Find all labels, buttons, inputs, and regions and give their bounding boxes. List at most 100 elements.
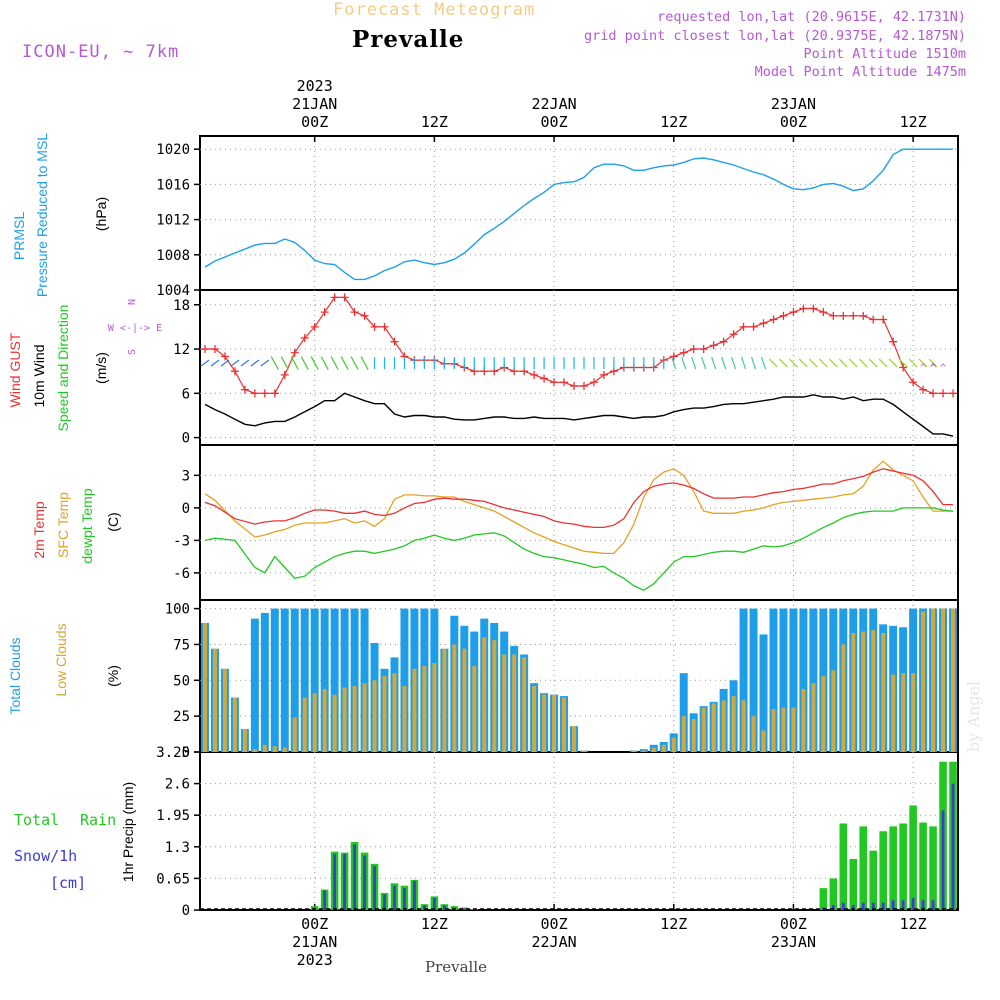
cloud-low-bar — [422, 665, 427, 752]
cloud-low-bar — [232, 697, 237, 752]
gust-marker — [220, 352, 229, 361]
rain-bar — [919, 822, 927, 910]
cloud-low-bar — [202, 622, 207, 752]
wind-unit: (m/s) — [93, 352, 109, 384]
gust-marker — [540, 374, 549, 383]
ytick-label-wind: 18 — [173, 298, 190, 314]
cloud-total-bar — [290, 608, 299, 752]
rain-bar — [839, 823, 848, 910]
clouds-unit: (%) — [105, 665, 121, 687]
gust-marker — [560, 378, 569, 387]
gust-marker — [240, 385, 249, 394]
ytick-label-temp: 0 — [182, 501, 190, 517]
pressure-line — [204, 148, 953, 281]
cloud-total-bar — [799, 608, 808, 752]
temp-unit: (C) — [105, 512, 121, 531]
rain-bar — [929, 826, 937, 910]
gust-marker — [350, 308, 359, 317]
cloud-low-bar — [791, 707, 796, 752]
snow-bar — [871, 902, 875, 910]
wind-arrow — [320, 356, 329, 370]
cloud-low-bar — [781, 707, 786, 752]
wind-arrow — [750, 356, 757, 370]
gust-marker — [340, 293, 349, 302]
bottom-time-label: 00Z — [780, 915, 807, 933]
cloud-total-bar — [270, 608, 279, 752]
cloud-low-bar — [681, 716, 686, 752]
ytick-label-temp: -6 — [173, 566, 190, 582]
gust-marker — [789, 308, 798, 317]
wind-arrow — [280, 356, 289, 370]
ytick-label-precip: 1.3 — [165, 840, 190, 856]
requested-coords: requested lon,lat (20.9615E, 42.1731N) — [657, 9, 966, 25]
snow-bar — [841, 902, 845, 910]
cloud-low-bar — [951, 608, 956, 752]
gust-marker — [939, 389, 948, 398]
cloud-low-bar — [821, 676, 826, 752]
gust-marker — [829, 311, 838, 320]
gust-marker — [719, 337, 728, 346]
gust-marker — [250, 389, 259, 398]
wind-arrow — [789, 358, 798, 368]
rain-bar — [819, 888, 828, 910]
wind-arrow — [888, 358, 898, 368]
clouds-total-label: Total Clouds — [7, 637, 23, 714]
cloud-low-bar — [362, 683, 367, 752]
wind-arrow — [691, 356, 697, 370]
gust-marker — [779, 311, 788, 320]
cloud-low-bar — [282, 747, 287, 752]
gust-marker — [929, 389, 938, 398]
gust-marker — [589, 378, 598, 387]
cloud-low-bar — [392, 673, 397, 752]
gust-marker — [699, 345, 708, 354]
snow-bar — [462, 908, 466, 910]
cloud-low-bar — [901, 673, 906, 752]
cloud-low-bar — [771, 708, 776, 752]
wind-arrow — [808, 358, 818, 368]
wind-arrow — [769, 358, 778, 368]
gust-marker — [550, 378, 559, 387]
top-time-label: 21JAN — [292, 95, 337, 113]
wind-arrow — [908, 358, 918, 368]
cloud-low-bar — [871, 630, 876, 752]
wind-arrow — [300, 356, 309, 370]
gust-marker — [230, 367, 239, 376]
cloud-low-bar — [302, 697, 307, 752]
top-time-label: 23JAN — [771, 95, 816, 113]
chart-title: Forecast Meteogram — [333, 0, 536, 20]
point-altitude: Point Altitude 1510m — [803, 46, 966, 62]
cloud-total-bar — [679, 673, 688, 752]
bottom-time-label: 2023 — [297, 951, 333, 969]
cloud-low-bar — [861, 631, 866, 752]
cloud-low-bar — [891, 674, 896, 752]
cloud-total-bar — [769, 608, 778, 752]
gust-marker — [869, 315, 878, 324]
snow-bar — [851, 905, 855, 910]
ytick-label-precip: 0 — [182, 903, 190, 919]
wind-arrow — [760, 356, 767, 370]
bottom-time-label: 00Z — [541, 915, 568, 933]
cloud-low-bar — [272, 746, 277, 752]
cloud-low-bar — [631, 750, 636, 752]
snow-bar — [921, 900, 925, 910]
wind-arrow — [350, 356, 359, 370]
gust-marker — [729, 330, 738, 339]
cloud-low-bar — [801, 688, 806, 752]
snow-bar — [442, 905, 446, 910]
bottom-time-label: 00Z — [301, 915, 328, 933]
pressure-unit: (hPa) — [93, 197, 109, 231]
model-altitude: Model Point Altitude 1475m — [754, 64, 966, 80]
wind-arrow-end: ^ — [940, 362, 947, 375]
gust-marker — [360, 311, 369, 320]
wind-arrow — [721, 356, 727, 370]
wind-arrow — [848, 358, 858, 368]
precip-cm-label: [cm] — [50, 874, 86, 892]
snow-bar — [423, 905, 426, 910]
temp-2m-label: 2m Temp — [31, 501, 47, 559]
cloud-total-bar — [300, 608, 309, 752]
cloud-total-bar — [789, 608, 798, 752]
dewpt-line — [204, 507, 954, 591]
cloud-low-bar — [671, 737, 676, 752]
wind-arrow — [671, 356, 677, 370]
wind-arrow — [878, 358, 888, 368]
